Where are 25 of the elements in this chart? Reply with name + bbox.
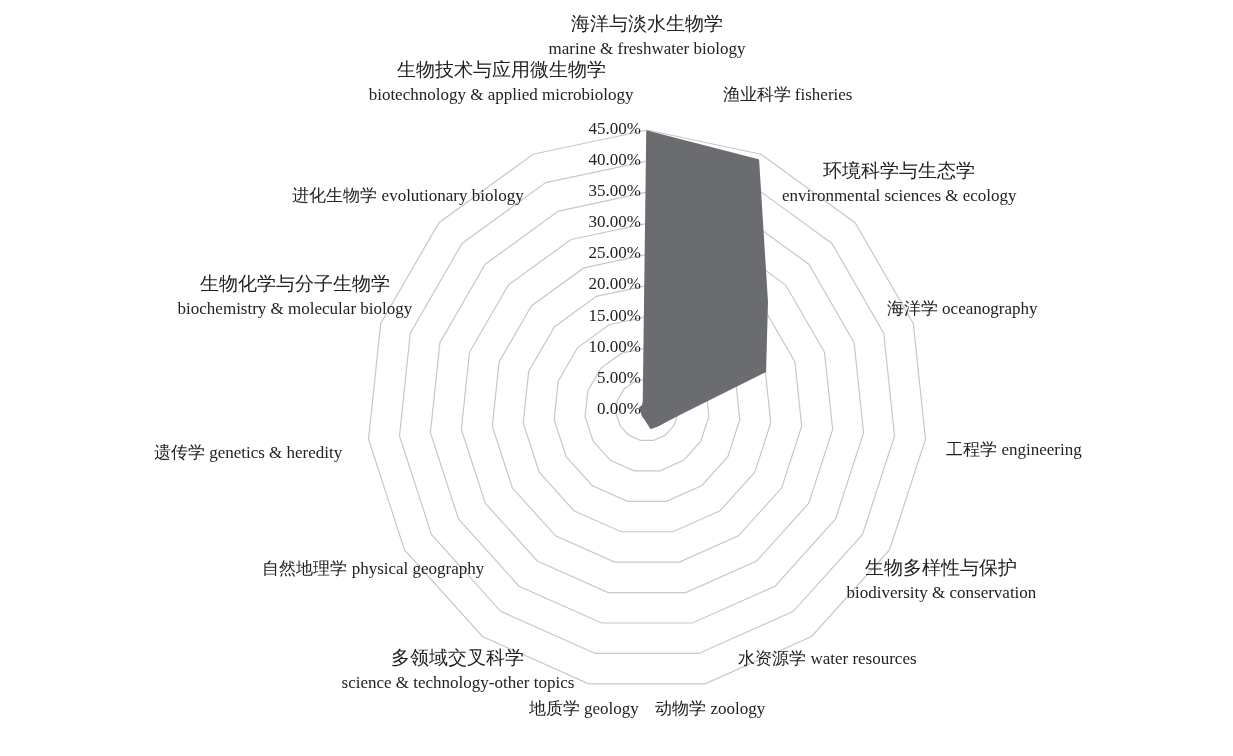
spoke-label: 自然地理学 physical geography xyxy=(262,559,485,578)
spoke-label: 海洋学 oceanography xyxy=(886,298,1038,318)
spoke-label: 进化生物学 evolutionary biology xyxy=(292,185,525,205)
y-tick-label: 20.00% xyxy=(588,274,641,294)
y-tick-label: 15.00% xyxy=(588,305,641,325)
y-tick-label: 10.00% xyxy=(588,336,641,356)
spoke-label: 环境科学与生态学 environmental sciences & ecology xyxy=(781,159,1018,205)
spoke-label: 生物多样性与保护 biodiversity & conservation xyxy=(846,557,1037,602)
spoke-label: 水资源学 water resources xyxy=(738,649,917,669)
y-tick-label: 30.00% xyxy=(588,212,641,232)
y-tick-label: 45.00% xyxy=(588,118,641,138)
spoke-label: 渔业科学 fisheries xyxy=(722,85,853,105)
spoke-label: 多领域交叉科学 science & technology-other topics xyxy=(341,647,575,693)
spoke-label: 生物化学与分子生物学 biochemistry & molecular biology xyxy=(177,272,413,318)
spoke-label: 工程学 engineering xyxy=(946,439,1083,459)
y-tick-label: 5.00% xyxy=(597,367,641,387)
y-tick-label: 40.00% xyxy=(588,150,641,170)
spoke-label: 地质学 geology xyxy=(527,698,640,718)
y-tick-label: 35.00% xyxy=(588,181,641,201)
y-tick-label: 0.00% xyxy=(597,398,641,418)
spoke-label: 遗传学 genetics & heredity xyxy=(153,442,343,462)
y-tick-label: 25.00% xyxy=(588,243,641,263)
spoke-label: 生物技术与应用微生物学 biotechnology & applied microbiology xyxy=(368,59,635,105)
spoke-label: 海洋与淡水生物学 marine & freshwater biology xyxy=(548,13,746,58)
spoke-label: 动物学 zoology xyxy=(655,698,766,718)
